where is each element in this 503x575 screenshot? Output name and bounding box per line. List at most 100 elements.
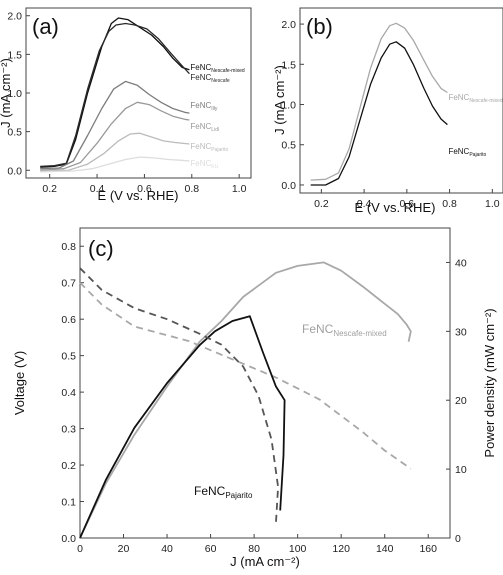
y2-tick-label: 0 bbox=[455, 533, 461, 545]
legend-entry-ku: FeNCKU bbox=[190, 159, 218, 170]
y-tick-label: 0.5 bbox=[61, 351, 76, 363]
x-tick-label: 0.6 bbox=[137, 183, 152, 195]
y-tick-label: 0.1 bbox=[61, 497, 76, 509]
series-line-ku bbox=[40, 156, 190, 173]
legend-label: FeNC bbox=[448, 93, 469, 102]
annotation-pajarito: FeNCPajarito bbox=[194, 484, 253, 500]
y-tick-label: 0.8 bbox=[61, 241, 76, 253]
y2-tick-label: 40 bbox=[455, 257, 467, 269]
y-axis-label: Voltage (V) bbox=[12, 351, 27, 415]
annotation-nescafe-mixed: FeNCNescafe-mixed bbox=[302, 322, 387, 338]
series-line-lidl bbox=[40, 101, 190, 171]
x-tick-label: 0.8 bbox=[184, 183, 199, 195]
legend-entry-nescafe: FeNCNescafe bbox=[190, 73, 229, 84]
annotation-label: FeNC bbox=[194, 484, 226, 498]
y-tick-label: 0.0 bbox=[61, 533, 76, 545]
panel-label: (a) bbox=[32, 14, 59, 39]
x-axis-label: E (V vs. RHE) bbox=[355, 200, 436, 215]
series-line-pajarito bbox=[40, 132, 190, 172]
legend: FeNCNescafe-mixedFeNCNescafeFeNCIllyFeNC… bbox=[190, 63, 244, 170]
y-tick-label: 0.0 bbox=[281, 180, 296, 192]
legend-subscript: Nescafe bbox=[211, 78, 230, 84]
annotation-subscript: Nescafe-mixed bbox=[333, 329, 386, 338]
series-line-nescafe-mixed-voltage bbox=[79, 282, 412, 470]
y-tick-label: 0.3 bbox=[61, 424, 76, 436]
panel-label: (b) bbox=[306, 14, 333, 39]
y-tick-label: 0.2 bbox=[61, 460, 76, 472]
x-tick-label: 140 bbox=[376, 543, 394, 555]
legend-entry-nescafe-mixed: FeNCNescafe-mixed bbox=[190, 63, 244, 74]
legend-entry-pajarito: FeNCPajarito bbox=[448, 147, 486, 158]
legend-subscript: Pajarito bbox=[469, 152, 486, 158]
x-tick-label: 100 bbox=[289, 543, 307, 555]
tick-labels: 0 20 40 60 80 100 120 140 1600.00.10.20.30.40.50… bbox=[61, 241, 466, 555]
y-tick-label: 0.5 bbox=[7, 127, 22, 139]
series-lines bbox=[310, 22, 448, 186]
legend-subscript: Pajarito bbox=[211, 147, 228, 153]
series-line-nescafe bbox=[40, 22, 190, 168]
y-tick-label: 0.5 bbox=[281, 140, 296, 152]
y2-tick-label: 30 bbox=[455, 326, 467, 338]
legend-subscript: Lidl bbox=[211, 127, 219, 133]
x-tick-label: 40 bbox=[161, 543, 173, 555]
legend-label: FeNC bbox=[190, 159, 211, 168]
plot-frame bbox=[299, 7, 503, 194]
x-axis-label: J (mA cm⁻²) bbox=[230, 554, 300, 569]
panel-label: (c) bbox=[88, 236, 114, 261]
panel-a: (a) 0.2 0.4 0.6 0.8 1.00.00.51.01.52.0 FeNCN… bbox=[0, 7, 252, 203]
y2-axis-label: Power density (mW cm⁻²) bbox=[482, 308, 497, 457]
annotation-subscript: Pajarito bbox=[225, 491, 253, 500]
x-axis-label: E (V vs. RHE) bbox=[98, 188, 179, 203]
x-tick-label: 0 bbox=[77, 543, 83, 555]
x-tick-label: 80 bbox=[248, 543, 260, 555]
series-line-nescafe-mixed-power bbox=[79, 261, 412, 539]
y-tick-label: 1.5 bbox=[281, 59, 296, 71]
x-tick-label: 20 bbox=[118, 543, 130, 555]
legend-label: FeNC bbox=[190, 101, 211, 110]
legend-entry-lidl: FeNCLidl bbox=[190, 122, 219, 133]
legend-entry-illy: FeNCIlly bbox=[190, 101, 218, 112]
y-tick-label: 0.7 bbox=[61, 278, 76, 290]
x-tick-label: 60 bbox=[205, 543, 217, 555]
panel-b: (b) 0.2 0.4 0.6 0.8 1.00.00.51.01.52.0 FeNCN… bbox=[272, 7, 503, 215]
x-tick-label: 0.8 bbox=[442, 198, 457, 210]
series-line-pajarito-power bbox=[79, 315, 286, 539]
x-tick-label: 1.0 bbox=[485, 198, 500, 210]
x-tick-label: 0.4 bbox=[90, 183, 105, 195]
tick-labels: 0.2 0.4 0.6 0.8 1.0 0.0 0.5 1.0 1.5 2.0 bbox=[7, 11, 246, 195]
legend-subscript: Nescafe-mixed bbox=[469, 98, 503, 104]
panel-c: (c) 0 20 40 60 80 100 120 140 1600.00.10.20.30.4… bbox=[12, 227, 497, 569]
legend-entry-nescafe-mixed: FeNCNescafe-mixed bbox=[448, 93, 502, 104]
legend-subscript: Nescafe-mixed bbox=[211, 68, 245, 74]
y2-tick-label: 10 bbox=[455, 464, 467, 476]
series-line-illy bbox=[40, 80, 190, 170]
legend-label: FeNC bbox=[190, 122, 211, 131]
legend-label: FeNC bbox=[190, 73, 211, 82]
x-tick-label: 1.0 bbox=[232, 183, 247, 195]
y-tick-label: 1.0 bbox=[7, 88, 22, 100]
x-tick-label: 160 bbox=[419, 543, 437, 555]
legend-label: FeNC bbox=[190, 142, 211, 151]
y-tick-label: 1.5 bbox=[7, 49, 22, 61]
x-tick-label: 120 bbox=[332, 543, 350, 555]
y-tick-label: 1.0 bbox=[281, 100, 296, 112]
y-tick-label: 2.0 bbox=[281, 19, 296, 31]
y2-tick-label: 20 bbox=[455, 395, 467, 407]
legend-label: FeNC bbox=[448, 147, 469, 156]
x-tick-label: 0.6 bbox=[400, 198, 415, 210]
legend-label: FeNC bbox=[190, 63, 211, 72]
plot-frame bbox=[79, 227, 451, 539]
y-tick-label: 0.6 bbox=[61, 314, 76, 326]
x-tick-label: 0.2 bbox=[314, 198, 329, 210]
annotation-label: FeNC bbox=[302, 322, 334, 336]
x-tick-label: 0.4 bbox=[357, 198, 372, 210]
y-tick-label: 2.0 bbox=[7, 11, 22, 23]
series-line-nescafe-mixed bbox=[310, 22, 448, 181]
y-tick-label: 0.4 bbox=[61, 387, 76, 399]
legend-subscript: Illy bbox=[211, 106, 218, 112]
y-tick-label: 0.0 bbox=[7, 165, 22, 177]
legend-entry-pajarito: FeNCPajarito bbox=[190, 142, 228, 153]
legend-subscript: KU bbox=[211, 164, 218, 170]
